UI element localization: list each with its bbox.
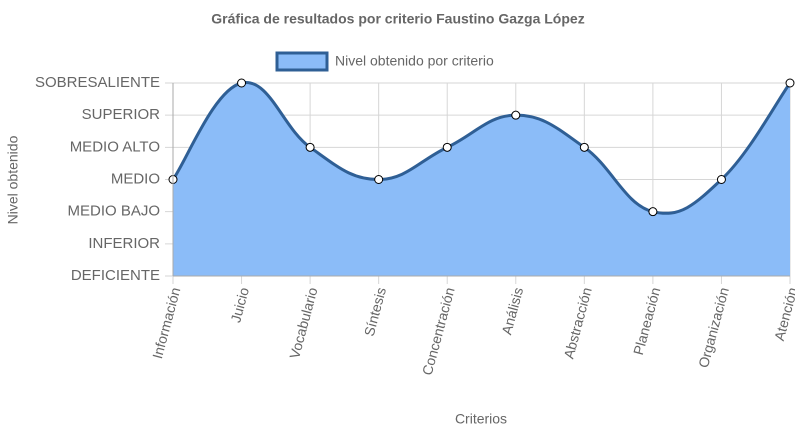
y-tick-label: SOBRESALIENTE bbox=[35, 74, 160, 91]
x-tick-label: Información bbox=[149, 286, 183, 361]
x-tick-label: Planeación bbox=[630, 286, 663, 357]
x-tick-label: Vocabulario bbox=[286, 285, 320, 360]
x-tick-label: Síntesis bbox=[361, 286, 389, 338]
point bbox=[716, 175, 726, 184]
line bbox=[171, 81, 792, 215]
x-tick-label: Análisis bbox=[498, 286, 526, 337]
y-tick-label: SUPERIOR bbox=[82, 106, 161, 123]
point bbox=[579, 142, 589, 152]
point bbox=[237, 78, 247, 88]
chart-title: Gráfica de resultados por criterio Faust… bbox=[211, 11, 584, 27]
y-tick-label: INFERIOR bbox=[88, 235, 160, 252]
y-tick-label: DEFICIENTE bbox=[71, 267, 160, 284]
point bbox=[305, 142, 315, 152]
point bbox=[785, 78, 795, 88]
x-tick-label: Juicio bbox=[227, 285, 252, 324]
x-axis-title: Criterios bbox=[455, 411, 507, 427]
y-tick-label: MEDIO bbox=[111, 170, 160, 187]
y-axis-title: Nivel obtenido bbox=[5, 135, 21, 224]
point bbox=[648, 207, 658, 217]
y-tick-label: MEDIO ALTO bbox=[70, 138, 160, 155]
legend-swatch bbox=[275, 51, 329, 72]
x-tick-label: Concentración bbox=[419, 286, 458, 377]
area bbox=[173, 82, 790, 276]
x-tick-label: Organización bbox=[695, 286, 732, 370]
point bbox=[442, 142, 452, 152]
x-tick-label: Abstracción bbox=[560, 286, 594, 361]
point bbox=[511, 110, 521, 120]
x-tick-label: Atención bbox=[771, 286, 795, 343]
y-tick-label: MEDIO BAJO bbox=[67, 203, 160, 220]
point bbox=[374, 175, 384, 184]
legend-label[interactable]: Nivel obtenido por criterio bbox=[335, 53, 494, 69]
